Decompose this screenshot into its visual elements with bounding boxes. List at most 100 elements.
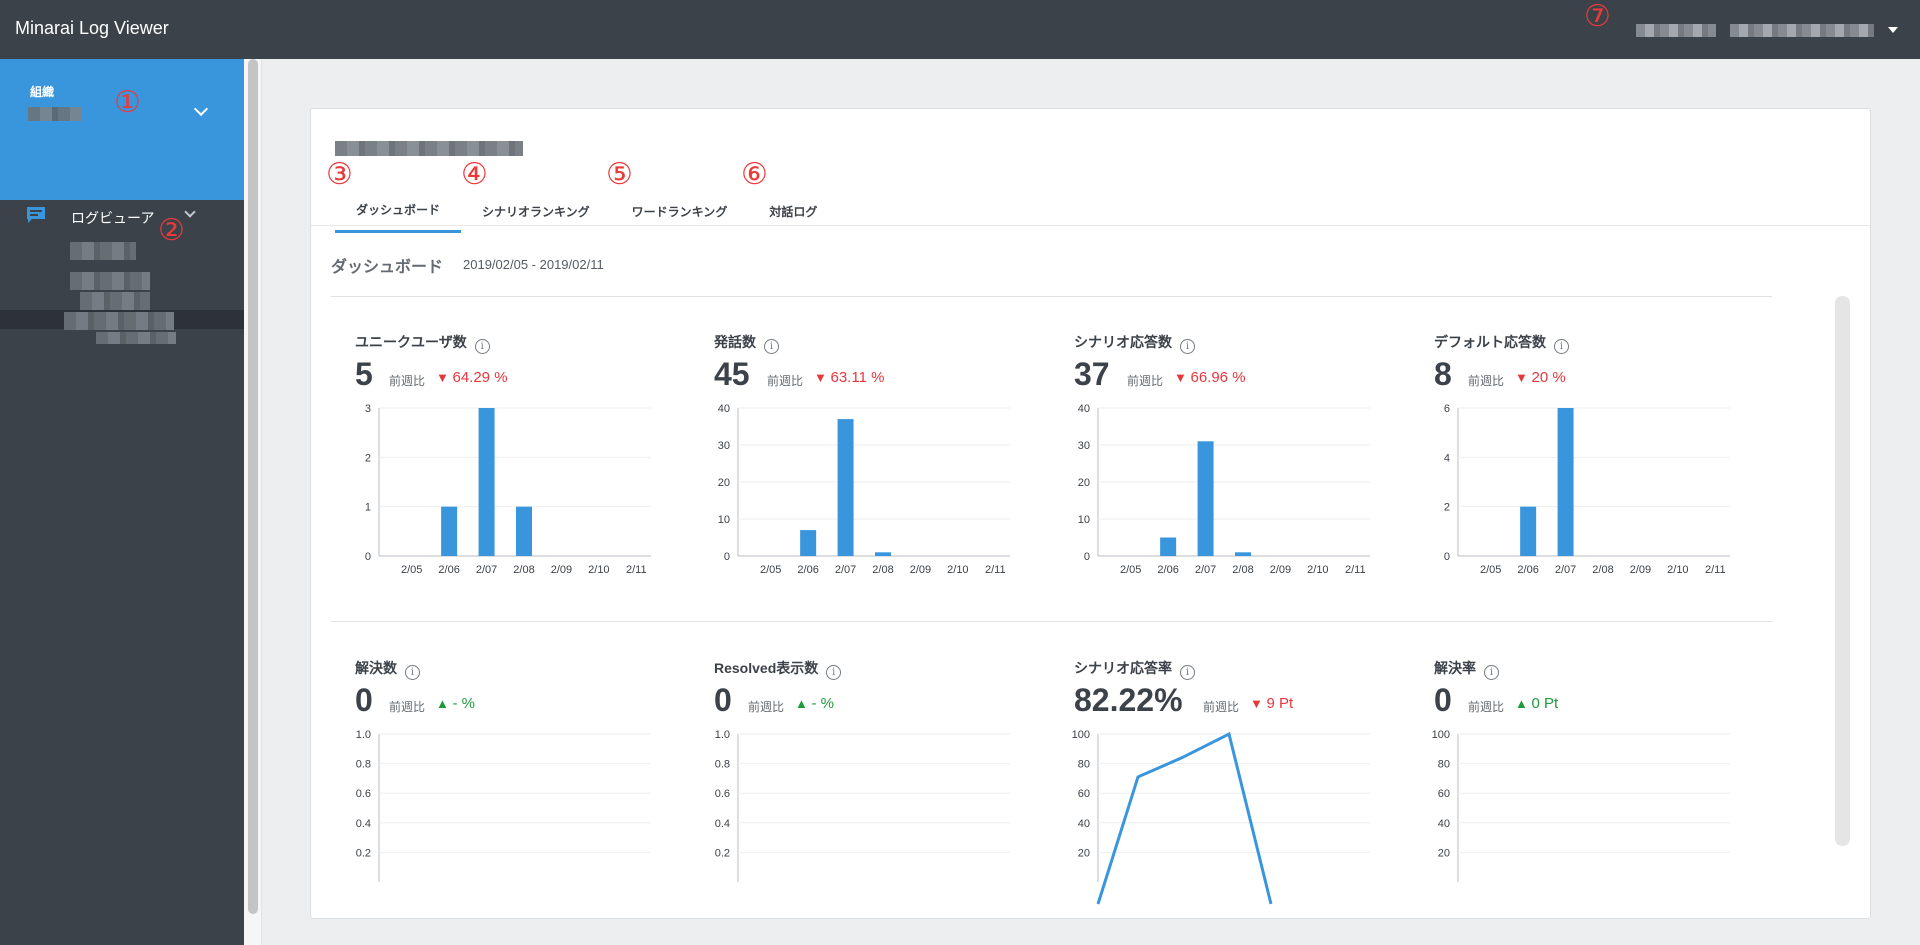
change-value: 66.96 %	[1190, 369, 1246, 386]
x-tick-label: 2/08	[872, 564, 893, 576]
org-selector[interactable]: 組織	[0, 59, 244, 200]
y-tick-label: 1.0	[356, 729, 371, 741]
x-tick-label: 2/06	[1517, 564, 1538, 576]
bar[interactable]	[478, 408, 495, 556]
info-icon[interactable]: i	[826, 665, 842, 680]
sidebar-item-log-viewer[interactable]: ログビューア	[0, 199, 244, 237]
user-menu[interactable]	[1636, 18, 1898, 42]
x-tick-label: 2/10	[1667, 564, 1688, 576]
x-tick-label: 2/07	[476, 564, 497, 576]
app-title: Minarai Log Viewer	[15, 18, 169, 38]
submenu-item-redacted[interactable]	[70, 242, 136, 260]
x-tick-label: 2/05	[1480, 564, 1501, 576]
metric-chart: 0 10 20 30 40 2/05 2/06 2/07 2/08 2/09 2/10 2/11	[718, 403, 1010, 576]
bar[interactable]	[441, 506, 458, 556]
tab-scenario-ranking[interactable]: シナリオランキング	[482, 204, 590, 219]
x-tick-label: 2/11	[985, 564, 1006, 576]
metric-value: 8	[1434, 356, 1452, 392]
caret-down-icon[interactable]	[1888, 27, 1898, 33]
section-title: ダッシュボード	[331, 259, 444, 276]
compare-label: 前週比	[1468, 700, 1505, 714]
compare-label: 前週比	[389, 374, 426, 388]
card-scrollbar[interactable]	[1835, 296, 1850, 846]
x-tick-label: 2/11	[626, 564, 647, 576]
metric-value: 0	[1434, 682, 1452, 718]
triangle-down-icon: ▼	[1174, 370, 1191, 385]
tab-conversation-log[interactable]: 対話ログ	[769, 204, 818, 219]
y-tick-label: 80	[1078, 759, 1090, 771]
sidebar-scrollbar-thumb[interactable]	[248, 59, 258, 914]
y-tick-label: 30	[1078, 440, 1090, 452]
compare-label: 前週比	[767, 374, 804, 388]
annotation-marker-5: ⑤	[606, 157, 633, 192]
y-tick-label: 0	[1084, 551, 1090, 563]
submenu-item-redacted[interactable]	[96, 332, 176, 344]
info-icon[interactable]: i	[1484, 665, 1499, 680]
y-tick-label: 0.4	[356, 818, 371, 830]
chevron-down-icon[interactable]	[184, 206, 196, 218]
y-tick-label: 1	[365, 502, 371, 514]
metric-title: Resolved表示数 i	[714, 658, 842, 680]
info-icon[interactable]: i	[1180, 665, 1195, 680]
chevron-down-icon[interactable]	[193, 101, 209, 117]
metric-chart: 20 40 60 80 100	[1072, 729, 1370, 905]
triangle-up-icon: ▲	[795, 696, 812, 711]
y-tick-label: 60	[1078, 788, 1090, 800]
info-icon[interactable]: i	[1180, 339, 1195, 354]
bar[interactable]	[516, 506, 532, 556]
sidebar-scrollbar[interactable]	[244, 59, 262, 945]
y-tick-label: 2	[365, 452, 371, 464]
bar[interactable]	[800, 530, 817, 556]
sidebar-item-label: ログビューア	[71, 210, 155, 226]
annotation-marker-7: ⑦	[1584, 0, 1611, 34]
triangle-up-icon: ▲	[1515, 696, 1532, 711]
y-tick-label: 0.2	[715, 847, 730, 859]
y-tick-label: 0.8	[715, 759, 730, 771]
metric-chart: 0 1 2 3 2/05 2/06 2/07 2/08 2/09 2/10 2/11	[365, 403, 651, 576]
metric-value: 45	[714, 356, 750, 392]
change-indicator: ▲ - %	[436, 695, 475, 712]
org-label: 組織	[30, 85, 55, 99]
annotation-marker-4: ④	[461, 157, 488, 192]
submenu-item-redacted[interactable]	[80, 292, 150, 310]
bar[interactable]	[1520, 506, 1537, 556]
info-icon[interactable]: i	[764, 339, 779, 354]
bar[interactable]	[1197, 441, 1214, 556]
x-tick-label: 2/05	[401, 564, 422, 576]
x-tick-label: 2/05	[760, 564, 781, 576]
bar[interactable]	[1557, 408, 1574, 556]
y-tick-label: 0.2	[356, 847, 371, 859]
bar[interactable]	[1235, 552, 1251, 556]
y-tick-label: 20	[1078, 847, 1090, 859]
info-icon[interactable]: i	[1554, 339, 1569, 354]
y-tick-label: 40	[1438, 818, 1450, 830]
series-line[interactable]	[1096, 731, 1273, 905]
y-tick-label: 2	[1444, 502, 1450, 514]
tab-word-ranking[interactable]: ワードランキング	[631, 204, 728, 219]
metric-chart: 0 10 20 30 40 2/05 2/06 2/07 2/08 2/09 2/10 2/11	[1078, 403, 1370, 576]
date-range: 2019/02/05 - 2019/02/11	[463, 257, 604, 272]
triangle-down-icon: ▼	[436, 370, 453, 385]
bar[interactable]	[875, 552, 891, 556]
x-tick-label: 2/07	[1195, 564, 1216, 576]
user-org-redacted	[1730, 23, 1874, 37]
submenu-item-redacted[interactable]	[64, 312, 174, 330]
x-tick-label: 2/10	[588, 564, 609, 576]
submenu-item-redacted[interactable]	[70, 272, 150, 290]
compare-label: 前週比	[389, 700, 426, 714]
x-tick-label: 2/10	[1307, 564, 1328, 576]
tab-divider	[311, 225, 1870, 226]
info-icon[interactable]: i	[405, 665, 420, 680]
bar[interactable]	[1160, 537, 1177, 557]
metric-value: 0	[714, 682, 732, 718]
metric-title: 発話数 i	[714, 332, 779, 354]
tab-dashboard[interactable]: ダッシュボード	[335, 189, 462, 233]
user-name-redacted	[1636, 23, 1716, 37]
metric-chart: 0 2 4 6 2/05 2/06 2/07 2/08 2/09 2/10 2/11	[1444, 403, 1730, 576]
y-tick-label: 0.4	[715, 818, 730, 830]
org-name-redacted	[28, 107, 82, 121]
triangle-up-icon: ▲	[436, 696, 453, 711]
bar[interactable]	[837, 419, 854, 556]
info-icon[interactable]: i	[474, 339, 490, 354]
x-tick-label: 2/07	[1555, 564, 1576, 576]
